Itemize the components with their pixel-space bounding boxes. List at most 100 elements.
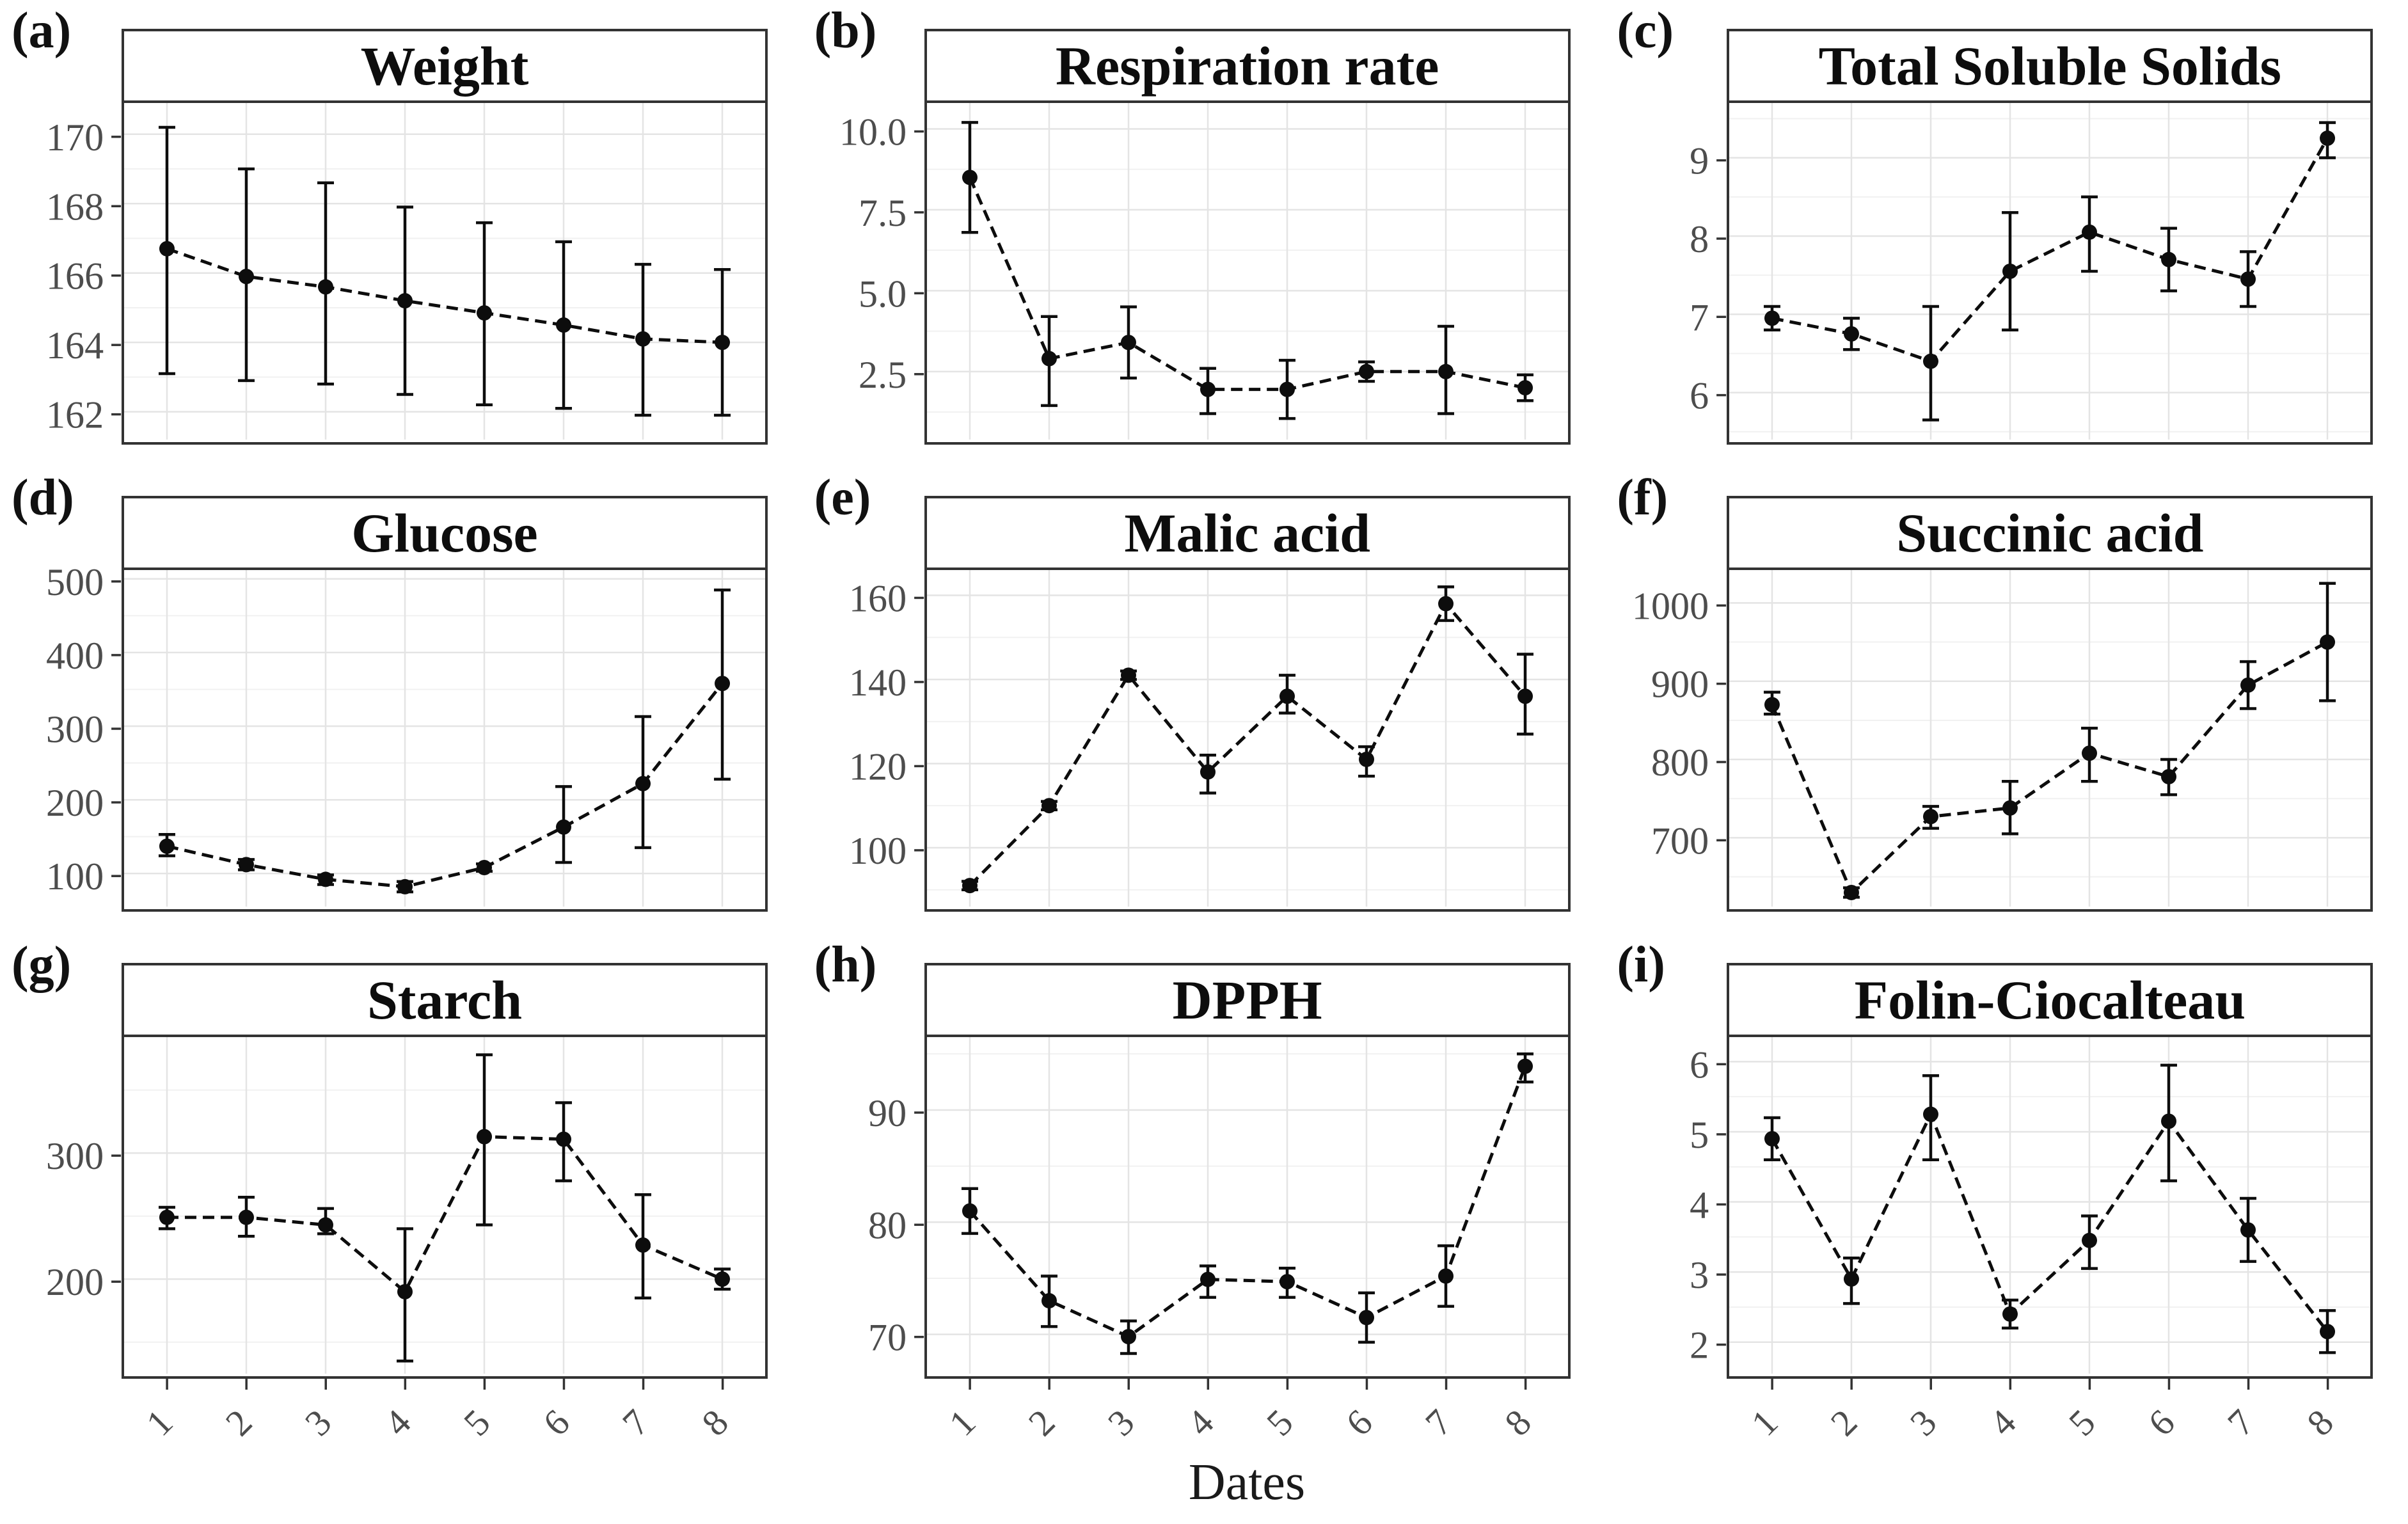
x-tick-label: 5 [2061,1401,2103,1443]
x-tick-label: 2 [1020,1401,1063,1443]
gridlines-major-horizontal [926,1109,1568,1335]
data-point [1200,764,1216,780]
panel-box: Starch [122,963,768,1379]
x-tick-label: 5 [455,1401,498,1443]
panel-box: DPPH [924,963,1571,1379]
plot-area [1729,1037,2371,1374]
panel-glucose: (d) Glucose 100 200 300 400 500 [0,467,803,934]
panel-title: DPPH [926,965,1568,1037]
plot-area [1729,570,2371,907]
data-point [397,1283,413,1299]
y-tick-label: 700 [1651,820,1709,862]
y-axis: 200 300 [46,1135,122,1303]
data-point [397,293,413,309]
error-bars [158,1053,731,1363]
gridlines-minor [1729,641,2371,878]
gridlines-minor [1729,118,2371,433]
data-point [962,170,978,186]
panel-letter: (c) [1617,3,1674,59]
plot-canvas [926,570,1568,907]
x-tick-label: 7 [2220,1401,2262,1443]
panel-box: Respiration rate [924,29,1571,445]
y-tick-label: 800 [1651,742,1709,784]
gridlines-major-horizontal [926,594,1568,849]
y-tick-label: 9 [1690,140,1709,182]
x-tick-label: 6 [535,1401,577,1443]
error-bars [961,1052,1533,1355]
y-axis: 2.5 5.0 7.5 10.0 [839,111,924,396]
plot-area [124,103,765,440]
data-point [1844,1271,1860,1287]
y-tick-label: 7 [1690,296,1709,338]
x-tick-label: 4 [1179,1401,1221,1443]
data-point [2320,634,2336,650]
panel-title: Glucose [124,498,765,570]
plot-canvas [1729,1037,2371,1374]
data-point [1844,326,1860,342]
error-bars [961,585,1533,891]
panel-letter: (i) [1617,937,1665,993]
data-point [1041,1293,1057,1309]
y-tick-label: 120 [849,745,907,788]
data-point [2082,1232,2098,1248]
data-point [397,878,413,894]
data-point [1279,381,1295,397]
data-point [159,838,175,854]
data-point [2320,1324,2336,1340]
panel-letter: (e) [814,470,871,526]
error-bars [1764,1063,2336,1354]
error-bars [158,588,731,894]
y-axis: 162 164 166 168 170 [46,116,122,436]
gridlines-major-vertical [166,1037,724,1374]
series-line [166,247,723,344]
data-point [1764,310,1780,326]
x-tick-label: 3 [297,1401,339,1443]
data-points [1764,634,2336,900]
data-point [1517,380,1533,396]
gridlines-major-vertical [1771,103,2329,440]
data-point [556,317,572,333]
data-point [2240,271,2256,287]
data-point [238,857,254,873]
data-points [1764,1106,2336,1340]
data-point [1923,1106,1939,1122]
y-tick-label: 900 [1651,663,1709,706]
gridlines-minor [124,615,765,837]
panel-title: Succinic acid [1729,498,2371,570]
panel-title: Weight [124,31,765,103]
y-tick-label: 80 [868,1204,907,1246]
data-point [238,269,254,285]
panel-total-soluble-solids: (c) Total Soluble Solids 6 7 8 9 [1605,0,2408,467]
error-bars [1764,582,2336,899]
y-tick-label: 200 [46,1261,104,1303]
panel-dpph: (h) DPPH 70 80 90 1 2 3 4 5 6 7 8 [803,934,1606,1524]
y-tick-label: 3 [1690,1254,1709,1296]
panel-box: Folin-Ciocalteau [1727,963,2373,1379]
y-tick-label: 10.0 [839,111,907,153]
y-tick-label: 4 [1690,1184,1709,1226]
gridlines-minor [1729,1096,2371,1308]
x-tick-label: 4 [376,1401,418,1443]
data-point [1358,363,1374,379]
y-axis: 700 800 900 1000 [1632,585,1727,862]
y-tick-label: 500 [46,561,104,603]
data-point [2002,800,2018,816]
plot-area [124,570,765,907]
data-point [715,676,731,692]
y-tick-label: 100 [849,830,907,872]
data-point [1438,1268,1454,1284]
data-point [1279,688,1295,704]
gridlines-major-horizontal [1729,602,2371,839]
panel-title: Respiration rate [926,31,1568,103]
x-tick-label: 5 [1258,1401,1301,1443]
error-bars [1764,121,2336,422]
data-point [2240,1222,2256,1238]
y-axis: 100 120 140 160 [849,577,924,872]
data-point [159,241,175,257]
y-tick-label: 6 [1690,375,1709,417]
gridlines-major-vertical [1771,1037,2329,1374]
data-point [1923,809,1939,825]
series-line [968,601,1526,887]
